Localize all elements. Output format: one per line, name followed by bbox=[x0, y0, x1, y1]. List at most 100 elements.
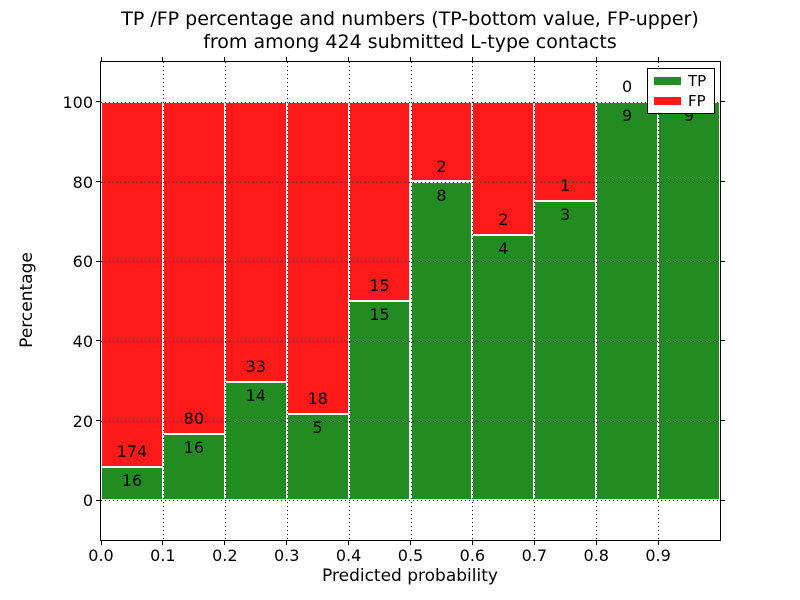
y-tick-mark bbox=[720, 499, 725, 501]
x-tick-mark bbox=[471, 57, 473, 62]
x-tick-mark bbox=[657, 540, 659, 545]
plot-area: TP FP 174 16 80 16 33 14 18 5 15 15 2 8 2 4 1 3 0 9 0 9 0.0 0… bbox=[62, 57, 725, 565]
tp-count-label: 16 bbox=[183, 437, 205, 457]
bar-segment-fp bbox=[162, 101, 225, 434]
fp-count-label: 0 bbox=[622, 76, 633, 96]
x-tick-label: 0.0 bbox=[88, 546, 114, 565]
x-tick-mark bbox=[348, 540, 350, 545]
bar-segment-fp bbox=[348, 101, 411, 301]
horizontal-gridline bbox=[101, 340, 720, 342]
x-tick-mark bbox=[100, 57, 102, 62]
x-tick-label: 0.9 bbox=[645, 546, 671, 565]
y-tick-mark bbox=[720, 101, 725, 103]
tp-count-label: 4 bbox=[498, 238, 509, 258]
x-tick-mark bbox=[471, 540, 473, 545]
vertical-gridline bbox=[286, 62, 288, 540]
vertical-gridline bbox=[162, 62, 164, 540]
x-tick-mark bbox=[533, 540, 535, 545]
y-tick-mark bbox=[96, 260, 101, 262]
x-tick-mark bbox=[162, 540, 164, 545]
x-tick-label: 0.1 bbox=[150, 546, 176, 565]
vertical-gridline bbox=[224, 62, 226, 540]
bar-segment-tp bbox=[101, 466, 163, 501]
vertical-gridline bbox=[410, 62, 412, 540]
bar-segment-tp bbox=[348, 301, 411, 501]
x-tick-label: 0.2 bbox=[212, 546, 238, 565]
x-tick-mark bbox=[286, 57, 288, 62]
vertical-gridline bbox=[472, 62, 474, 540]
chart-title-line1: TP /FP percentage and numbers (TP-bottom… bbox=[121, 8, 699, 30]
tp-count-label: 5 bbox=[312, 417, 323, 437]
x-tick-mark bbox=[657, 57, 659, 62]
tp-count-label: 15 bbox=[369, 305, 390, 324]
x-tick-label: 0.6 bbox=[459, 546, 486, 565]
bar-segment-tp bbox=[286, 413, 349, 501]
vertical-gridline bbox=[596, 62, 598, 540]
bar-segment-tp bbox=[162, 433, 225, 501]
horizontal-gridline bbox=[101, 500, 720, 502]
tp-count-label: 16 bbox=[121, 470, 143, 490]
x-tick-mark bbox=[286, 540, 288, 545]
x-tick-label: 0.4 bbox=[335, 546, 362, 565]
legend-tp-label: TP bbox=[688, 72, 707, 90]
bar-segment-tp bbox=[472, 234, 535, 501]
y-tick-mark bbox=[720, 181, 725, 182]
fp-count-label: 174 bbox=[116, 441, 148, 461]
x-tick-mark bbox=[162, 57, 164, 62]
tp-count-label: 14 bbox=[245, 385, 266, 405]
tp-count-label: 9 bbox=[683, 105, 695, 125]
fp-count-label: 2 bbox=[436, 156, 447, 176]
y-tick-mark bbox=[720, 340, 725, 342]
y-tick-mark bbox=[96, 181, 101, 182]
y-tick-label: 0 bbox=[82, 491, 93, 511]
y-tick-label: 20 bbox=[72, 411, 93, 431]
fp-count-label: 33 bbox=[245, 356, 266, 376]
fp-count-label: 15 bbox=[369, 276, 390, 295]
x-tick-mark bbox=[100, 540, 102, 545]
x-tick-mark bbox=[224, 540, 226, 545]
legend-fp-label: FP bbox=[688, 92, 706, 110]
x-tick-label: 0.3 bbox=[273, 546, 300, 565]
legend-fp-swatch bbox=[654, 97, 681, 105]
vertical-gridline bbox=[658, 62, 660, 540]
bar-segment-tp bbox=[658, 101, 720, 501]
x-tick-mark bbox=[224, 57, 226, 62]
bar-segment-tp bbox=[534, 201, 597, 501]
y-axis-label: Percentage bbox=[17, 252, 37, 348]
y-tick-label: 60 bbox=[72, 252, 93, 272]
horizontal-gridline bbox=[101, 261, 720, 263]
horizontal-gridline bbox=[101, 101, 720, 103]
x-axis-label: Predicted probability bbox=[322, 566, 498, 586]
vertical-gridline bbox=[348, 62, 350, 540]
y-tick-mark bbox=[720, 420, 725, 421]
bar-segment-fp bbox=[224, 101, 287, 382]
x-tick-mark bbox=[410, 57, 411, 62]
y-tick-label: 100 bbox=[62, 92, 93, 112]
bar-segment-fp bbox=[286, 101, 349, 414]
fp-count-label: 80 bbox=[183, 408, 205, 428]
x-tick-mark bbox=[533, 57, 535, 62]
y-tick-mark bbox=[720, 260, 725, 262]
horizontal-gridline bbox=[101, 181, 720, 183]
y-tick-mark bbox=[96, 499, 101, 501]
legend-item-fp: FP bbox=[654, 91, 708, 111]
legend-tp-swatch bbox=[654, 77, 681, 85]
fp-count-label: 2 bbox=[498, 209, 509, 229]
vertical-gridline bbox=[534, 62, 536, 540]
y-tick-mark bbox=[96, 420, 101, 421]
x-tick-label: 0.8 bbox=[583, 546, 609, 565]
chart-title-line2: from among 424 submitted L-type contacts bbox=[203, 31, 617, 53]
legend-item-tp: TP bbox=[654, 71, 708, 91]
y-tick-mark bbox=[96, 101, 101, 103]
fp-count-label: 1 bbox=[560, 176, 571, 196]
tp-count-label: 8 bbox=[436, 185, 447, 205]
x-tick-label: 0.7 bbox=[521, 546, 548, 565]
bar-segment-fp bbox=[101, 101, 163, 467]
horizontal-gridline bbox=[101, 420, 720, 422]
y-tick-label: 40 bbox=[72, 331, 93, 351]
tp-count-label: 9 bbox=[622, 105, 633, 125]
x-tick-mark bbox=[595, 540, 597, 545]
x-tick-label: 0.5 bbox=[397, 546, 424, 565]
legend: TP FP bbox=[647, 68, 715, 114]
